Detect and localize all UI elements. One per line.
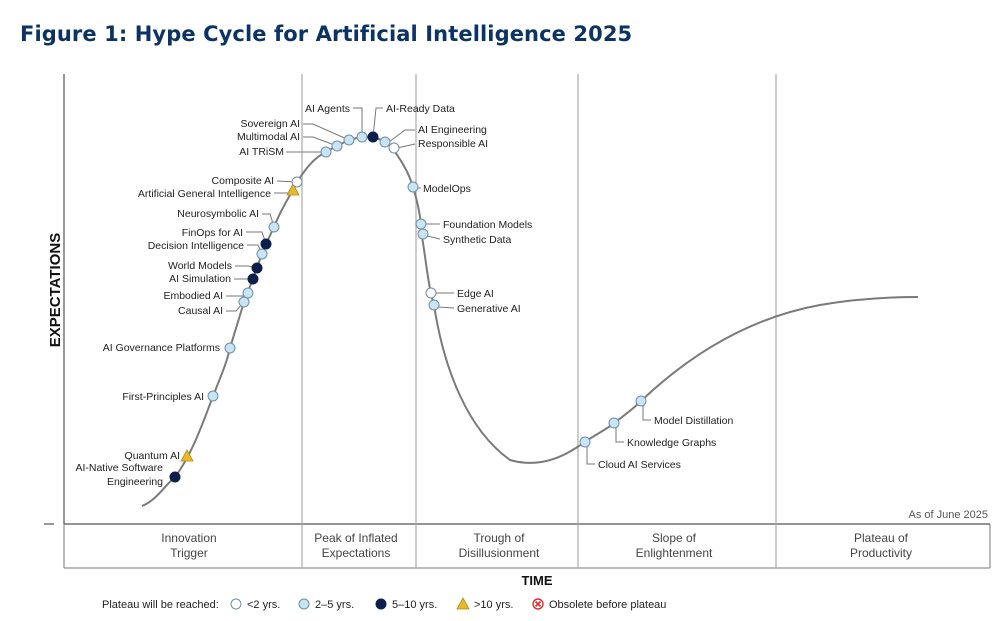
phase-dividers bbox=[301, 74, 777, 568]
legend-label: Obsolete before plateau bbox=[549, 599, 666, 611]
point-label: Composite AI bbox=[212, 175, 274, 187]
point-label: Multimodal AI bbox=[237, 131, 300, 143]
point-marker-triangle bbox=[286, 183, 300, 196]
leader-line bbox=[303, 136, 338, 147]
legend-label: >10 yrs. bbox=[474, 599, 513, 611]
point-label: AI-Ready Data bbox=[386, 103, 455, 115]
figure-title: Figure 1: Hype Cycle for Artificial Inte… bbox=[20, 22, 633, 46]
point-label: Embodied AI bbox=[163, 290, 223, 302]
point-label: AI Engineering bbox=[418, 124, 487, 136]
point-label: First-Principles AI bbox=[122, 391, 204, 403]
point-label: AI TRiSM bbox=[239, 146, 284, 158]
point-marker bbox=[608, 417, 620, 429]
point-marker bbox=[260, 238, 272, 250]
point-marker bbox=[425, 287, 437, 299]
point-label: Model Distillation bbox=[654, 415, 734, 427]
point-marker bbox=[356, 131, 368, 143]
point-marker bbox=[415, 218, 427, 230]
point-label: AI Governance Platforms bbox=[103, 342, 220, 354]
point-marker bbox=[238, 296, 250, 308]
y-axis-title: EXPECTATIONS bbox=[47, 233, 64, 347]
leader-line bbox=[426, 235, 441, 240]
point-label: Sovereign AI bbox=[240, 118, 300, 130]
leader-line bbox=[586, 446, 595, 465]
point-marker bbox=[256, 248, 268, 260]
leader-line bbox=[388, 129, 415, 143]
point-marker bbox=[635, 395, 647, 407]
phase-label: Plateau of bbox=[854, 531, 909, 545]
point-label: Synthetic Data bbox=[443, 234, 511, 246]
phase-label: Productivity bbox=[850, 546, 912, 560]
phase-label: Slope of bbox=[652, 531, 697, 545]
point-marker bbox=[207, 390, 219, 402]
legend-circle-icon bbox=[230, 598, 242, 610]
point-marker bbox=[224, 342, 236, 354]
legend-circle-icon bbox=[298, 598, 310, 610]
point-label: Engineering bbox=[107, 476, 163, 488]
point-label: ModelOps bbox=[423, 183, 471, 195]
leader-line bbox=[615, 427, 624, 443]
point-marker bbox=[251, 262, 263, 274]
point-marker bbox=[331, 140, 343, 152]
legend: Plateau will be reached: <2 yrs. 2–5 yrs. 5… bbox=[102, 597, 666, 611]
legend-obsolete-cross bbox=[534, 600, 542, 608]
legend-prefix: Plateau will be reached: bbox=[102, 599, 219, 611]
leader-line bbox=[303, 123, 350, 141]
legend-label: 5–10 yrs. bbox=[392, 599, 437, 611]
phase-label: Innovation bbox=[161, 531, 216, 545]
point-label: Decision Intelligence bbox=[148, 240, 244, 252]
point-label: Artificial General Intelligence bbox=[138, 188, 271, 200]
point-marker bbox=[428, 299, 440, 311]
phase-label: Enlightenment bbox=[636, 546, 713, 560]
legend-triangle-icon bbox=[456, 597, 470, 610]
point-label: AI Simulation bbox=[169, 273, 231, 285]
phase-label: Trough of bbox=[474, 531, 526, 545]
point-marker bbox=[242, 287, 254, 299]
point-label: Quantum AI bbox=[125, 450, 180, 462]
point-marker bbox=[407, 181, 419, 193]
point-label: Neurosymbolic AI bbox=[177, 208, 259, 220]
point-marker bbox=[417, 228, 429, 240]
point-marker bbox=[579, 436, 591, 448]
phase-label: Peak of Inflated bbox=[314, 531, 397, 545]
point-marker bbox=[320, 146, 332, 158]
point-label: AI-Native Software bbox=[75, 462, 163, 474]
data-points: AI-Native Software Engineering Quantum AI F… bbox=[75, 103, 733, 488]
point-label: Causal AI bbox=[178, 305, 223, 317]
leader-line bbox=[353, 107, 363, 137]
point-marker bbox=[379, 136, 391, 148]
leader-line bbox=[642, 405, 651, 421]
point-label: World Models bbox=[168, 260, 232, 272]
point-marker bbox=[247, 273, 259, 285]
point-marker bbox=[343, 134, 355, 146]
as-of-label: As of June 2025 bbox=[908, 509, 988, 521]
point-label: Generative AI bbox=[457, 303, 521, 315]
phase-label: Disillusionment bbox=[459, 546, 540, 560]
point-marker-triangle bbox=[180, 449, 194, 462]
point-marker bbox=[169, 471, 181, 483]
point-label: AI Agents bbox=[305, 103, 350, 115]
legend-label: 2–5 yrs. bbox=[315, 599, 354, 611]
point-label: Knowledge Graphs bbox=[627, 437, 716, 449]
point-label: Cloud AI Services bbox=[598, 459, 681, 471]
x-axis-title: TIME bbox=[521, 573, 552, 588]
legend-label: <2 yrs. bbox=[247, 599, 280, 611]
point-marker bbox=[291, 176, 303, 188]
point-label: Edge AI bbox=[457, 288, 494, 300]
point-label: Responsible AI bbox=[418, 138, 488, 150]
legend-circle-icon bbox=[375, 598, 387, 610]
point-marker bbox=[367, 131, 379, 143]
leader-line bbox=[437, 306, 455, 309]
leader-line bbox=[396, 143, 416, 149]
phase-label: Expectations bbox=[322, 546, 391, 560]
leader-line bbox=[372, 107, 383, 138]
point-marker bbox=[268, 221, 280, 233]
point-label: Foundation Models bbox=[443, 219, 532, 231]
point-marker bbox=[388, 142, 400, 154]
point-label: FinOps for AI bbox=[182, 227, 243, 239]
phase-label: Trigger bbox=[170, 546, 208, 560]
